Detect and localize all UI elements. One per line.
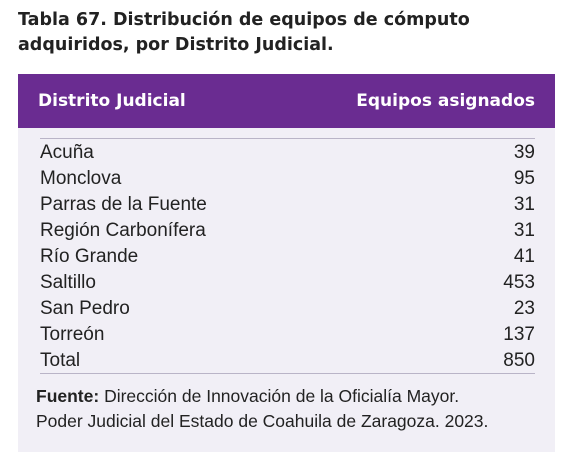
cell-equipment: 31: [513, 194, 535, 215]
cell-equipment: 39: [513, 142, 535, 163]
table-row-total: Total 850: [18, 348, 555, 374]
cell-district: Región Carbonífera: [40, 220, 206, 241]
cell-district: Parras de la Fuente: [40, 194, 207, 215]
cell-equipment: 850: [503, 350, 535, 371]
cell-district: San Pedro: [40, 298, 130, 319]
table-row: San Pedro 23: [18, 296, 555, 322]
cell-district: Saltillo: [40, 272, 96, 293]
cell-equipment: 137: [503, 324, 535, 345]
header-district: Distrito Judicial: [38, 91, 186, 111]
cell-equipment: 23: [513, 298, 535, 319]
source-note: Fuente: Dirección de Innovación de la Of…: [36, 384, 551, 434]
table-row: Acuña 39: [18, 140, 555, 166]
table-row: Parras de la Fuente 31: [18, 192, 555, 218]
cell-equipment: 41: [513, 246, 535, 267]
cell-equipment: 453: [503, 272, 535, 293]
header-equipment: Equipos asignados: [356, 91, 535, 111]
table-row: Región Carbonífera 31: [18, 218, 555, 244]
cell-district: Río Grande: [40, 246, 139, 267]
table-rule-bottom: [40, 373, 535, 374]
cell-district: Total: [40, 350, 81, 371]
table-row: Saltillo 453: [18, 270, 555, 296]
source-text-1: Dirección de Innovación de la Oficialía …: [104, 386, 460, 406]
table-row: Torreón 137: [18, 322, 555, 348]
source-line-2: Poder Judicial del Estado de Coahuila de…: [36, 411, 489, 431]
table-row: Río Grande 41: [18, 244, 555, 270]
cell-equipment: 95: [513, 168, 535, 189]
source-line-1: Fuente: Dirección de Innovación de la Of…: [36, 384, 551, 409]
cell-district: Torreón: [40, 324, 105, 345]
source-label: Fuente:: [36, 386, 100, 406]
table-row: Monclova 95: [18, 166, 555, 192]
table-caption-line-1: Tabla 67. Distribución de equipos de cóm…: [18, 10, 470, 30]
table-caption: Tabla 67. Distribución de equipos de cóm…: [18, 8, 538, 58]
cell-equipment: 31: [513, 220, 535, 241]
cell-district: Acuña: [40, 142, 94, 163]
table-header: Distrito Judicial Equipos asignados: [18, 74, 555, 128]
table-caption-line-2: adquiridos, por Distrito Judicial.: [18, 35, 334, 55]
table-body: Acuña 39 Monclova 95 Parras de la Fuente…: [18, 140, 555, 374]
table-rule-top: [40, 138, 535, 139]
cell-district: Monclova: [40, 168, 122, 189]
data-table: Distrito Judicial Equipos asignados Acuñ…: [18, 74, 555, 452]
